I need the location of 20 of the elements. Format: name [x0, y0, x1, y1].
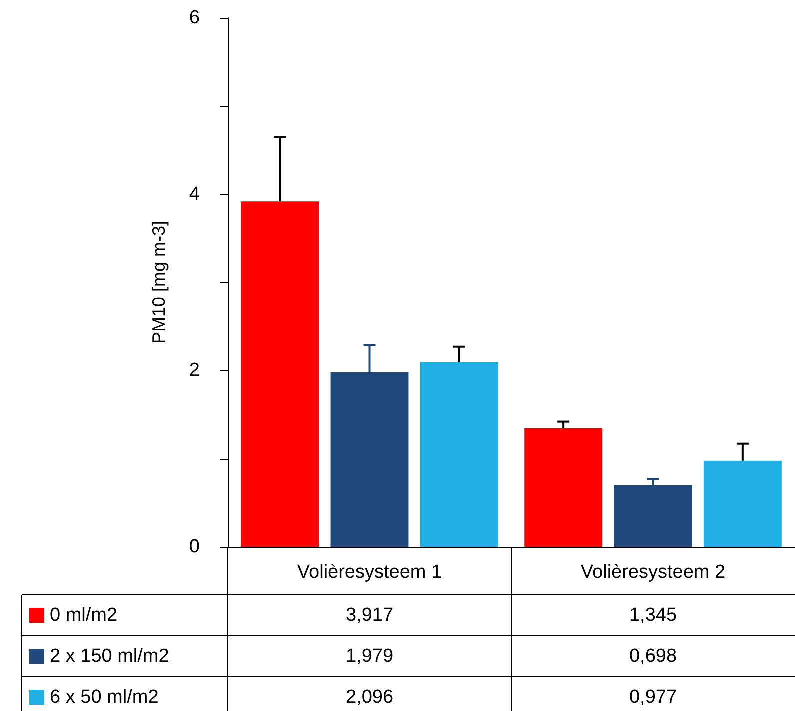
legend-label: 2 x 150 ml/m2	[50, 646, 170, 667]
bar	[420, 362, 498, 547]
bar	[524, 428, 603, 547]
data-label: 1,345	[629, 605, 678, 626]
legend-label: 0 ml/m2	[50, 605, 118, 626]
bar	[704, 460, 782, 547]
data-label: 3,917	[346, 605, 394, 626]
data-label: 2,096	[346, 687, 394, 708]
y-axis-title: PM10 [mg m-3]	[149, 220, 169, 344]
y-tick-label: 2	[189, 360, 200, 382]
y-tick-label: 0	[189, 536, 200, 558]
y-tick-label: 6	[189, 8, 200, 28]
data-label: 0,698	[629, 646, 678, 667]
y-tick-label: 4	[189, 184, 200, 205]
x-tick-label: Volièresysteem 2	[580, 562, 726, 583]
data-label: 0,977	[629, 687, 678, 708]
data-label: 1,979	[346, 646, 394, 667]
legend-label: 6 x 50 ml/m2	[50, 687, 159, 708]
bar	[241, 202, 320, 547]
x-tick-label: Volièresysteem 1	[297, 562, 442, 583]
